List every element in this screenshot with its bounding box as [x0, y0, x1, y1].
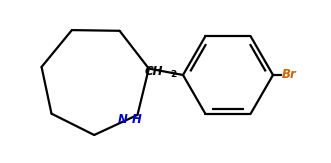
Text: Br: Br	[282, 68, 297, 82]
Text: 2: 2	[170, 70, 176, 79]
Text: N H: N H	[118, 113, 141, 126]
Text: CH: CH	[144, 65, 163, 78]
